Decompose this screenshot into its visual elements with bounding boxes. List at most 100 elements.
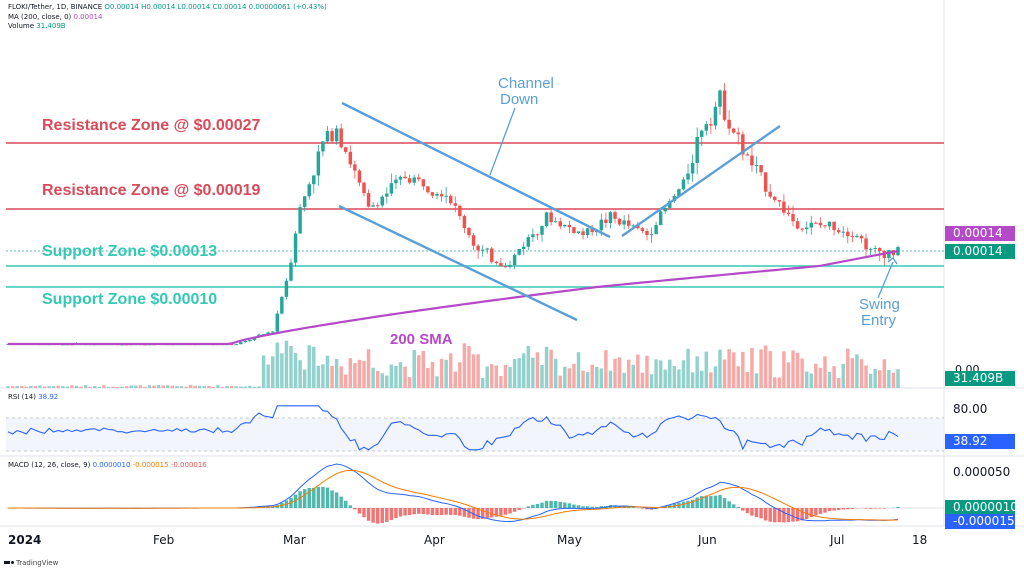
candle-body — [293, 233, 298, 263]
volume-bar — [302, 369, 307, 388]
candle-body — [448, 195, 453, 204]
macd-name: MACD (12, 26, close, 9) — [8, 461, 91, 469]
ma-legend[interactable]: MA (200, close, 0) 0.00014 — [8, 13, 102, 21]
macd-hist-bar — [476, 508, 480, 520]
volume-bar — [83, 385, 88, 388]
volume-bar — [563, 366, 567, 388]
candle-body — [768, 191, 772, 197]
candle-body — [832, 221, 836, 231]
volume-bar — [102, 385, 106, 388]
candle-body — [782, 201, 786, 213]
candle-body — [430, 192, 435, 196]
volume-bar — [873, 368, 877, 388]
volume-bar — [549, 349, 553, 388]
macd-hist-bar — [398, 508, 403, 517]
rsi-legend[interactable]: RSI (14) 38.92 — [8, 393, 58, 401]
volume-bar — [754, 373, 759, 388]
macd-hist-bar — [768, 508, 772, 522]
swing-callout-line — [877, 261, 894, 299]
macd-hist-bar — [782, 508, 786, 523]
candle-body — [302, 196, 307, 208]
macd-hist-bar — [713, 495, 718, 508]
macd-hist-bar — [700, 496, 704, 508]
macd-legend[interactable]: MACD (12, 26, close, 9) 0.0000010 -0.000… — [8, 461, 207, 469]
candle-body — [818, 222, 823, 226]
candle-body — [626, 220, 631, 226]
candle-body — [855, 235, 859, 237]
volume-legend[interactable]: Volume 31.409B — [8, 22, 66, 30]
channel-lower-line[interactable] — [338, 204, 578, 322]
macd-v3: -0.000016 — [170, 461, 207, 469]
macd-hist-bar — [750, 508, 754, 516]
volume-bar — [453, 371, 458, 388]
macd-hist-bar — [407, 508, 412, 516]
volume-bar — [79, 386, 83, 388]
volume-bar — [225, 385, 229, 388]
candle-body — [357, 170, 362, 183]
candle-body — [339, 128, 343, 148]
candle-body — [334, 128, 339, 142]
volume-bar — [353, 363, 357, 388]
volume-bar — [558, 375, 562, 388]
candle-body — [444, 195, 448, 197]
volume-bar — [143, 386, 147, 388]
volume-bar — [836, 377, 841, 388]
macd-hist-bar — [576, 505, 581, 508]
volume-bar — [92, 386, 97, 388]
volume-bar — [371, 367, 375, 388]
volume-bar — [389, 364, 394, 388]
time-label-jun: Jun — [698, 533, 717, 547]
candle-body — [868, 248, 873, 250]
volume-bar — [700, 370, 704, 388]
volume-bar — [809, 373, 814, 388]
rsi-value-tag: 38.92 — [945, 434, 1015, 449]
candle-body — [741, 134, 745, 155]
volume-bar — [608, 370, 613, 388]
volume-bar — [782, 351, 786, 388]
volume-bar — [184, 386, 188, 388]
candle-body — [248, 339, 252, 342]
support-label-2: Support Zone $0.00010 — [42, 291, 217, 308]
volume-bar — [590, 364, 594, 388]
volume-bar — [88, 386, 92, 388]
volume-bar — [211, 386, 216, 388]
channel-upper-line[interactable] — [341, 101, 611, 239]
time-label-mar: Mar — [283, 533, 306, 547]
candle-body — [777, 200, 782, 202]
ohlc-values: O0.00014 H0.00014 L0.00014 C0.00014 0.00… — [104, 3, 327, 11]
volume-bar — [567, 368, 572, 388]
volume-bar — [134, 385, 138, 388]
volume-bar — [293, 352, 298, 388]
resistance-label-1: Resistance Zone @ $0.00027 — [42, 117, 260, 134]
candle-body — [512, 254, 517, 266]
macd-hist-bar — [709, 496, 713, 508]
volume-bar — [604, 350, 608, 388]
volume-bar — [248, 385, 252, 388]
volume-bar — [129, 385, 133, 388]
macd-histogram — [10, 486, 900, 524]
symbol-legend[interactable]: FLOKI/Tether, 1D, BINANCE O0.00014 H0.00… — [8, 3, 327, 11]
candle-body — [827, 221, 832, 227]
candle-body — [485, 248, 489, 250]
volume-bar — [120, 386, 124, 388]
volume-bar — [804, 371, 809, 388]
candle-body — [439, 193, 444, 197]
volume-bar — [722, 359, 727, 388]
candle-body — [763, 172, 768, 192]
rsi-band — [6, 418, 944, 451]
candle-body — [617, 218, 622, 225]
trend-up-line[interactable] — [621, 125, 781, 237]
candle-body — [312, 175, 316, 185]
candle-body — [316, 151, 321, 176]
volume-bar — [70, 385, 74, 388]
macd-hist-bar — [581, 506, 585, 508]
volume-bar — [576, 352, 581, 388]
macd-hist-bar — [403, 508, 407, 516]
macd-hist-bar — [421, 508, 426, 514]
volume-bar — [709, 372, 713, 388]
macd-hist-bar — [485, 508, 489, 518]
candle-body — [567, 224, 572, 228]
candle-body — [371, 205, 375, 207]
candle-body — [517, 249, 521, 255]
